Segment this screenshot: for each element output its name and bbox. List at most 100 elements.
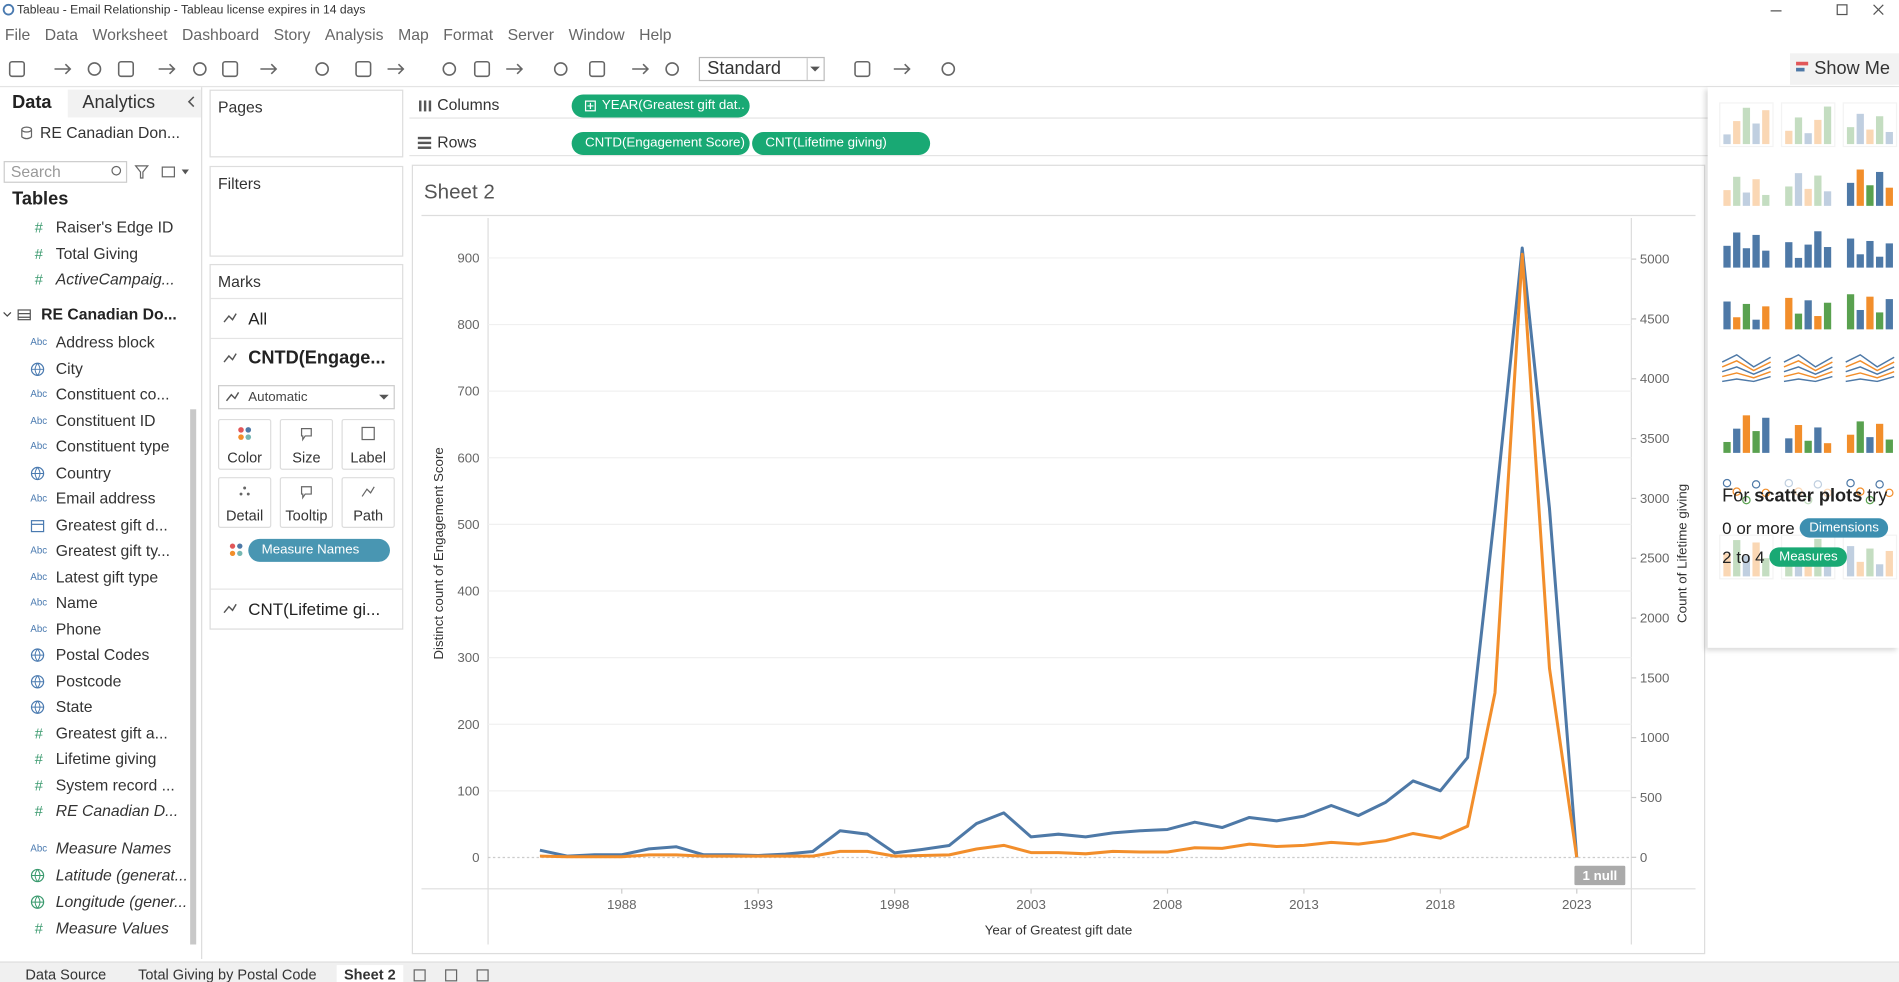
mark-property-button[interactable] — [217, 418, 272, 470]
field-name[interactable]: Constituent type — [55, 437, 170, 456]
chart-type-thumbnail[interactable] — [1843, 473, 1897, 518]
field-name[interactable]: Name — [55, 593, 98, 612]
data-tab[interactable]: Data — [0, 89, 68, 118]
field-name[interactable]: Measure Names — [55, 839, 172, 858]
field-name[interactable]: Latest gift type — [55, 567, 159, 586]
new-sheet-button[interactable] — [413, 969, 426, 982]
new-sheet-button[interactable] — [445, 969, 458, 982]
toolbar-button[interactable] — [442, 62, 457, 76]
field-name[interactable]: Measure Values — [55, 919, 169, 938]
field-name[interactable]: Postcode — [55, 671, 122, 690]
field-name[interactable]: Greatest gift ty... — [55, 541, 171, 560]
analytics-tab[interactable]: Analytics — [67, 89, 202, 118]
mark-property-button[interactable] — [279, 418, 334, 470]
toolbar-button[interactable] — [893, 63, 911, 75]
close-button[interactable] — [1873, 4, 1884, 15]
field-name[interactable]: State — [55, 697, 93, 716]
marks-layer[interactable]: All — [248, 308, 268, 329]
field-name[interactable]: City — [55, 359, 83, 378]
toolbar-button[interactable] — [941, 62, 956, 76]
field-name[interactable]: Phone — [55, 619, 102, 638]
chart-type-thumbnail[interactable] — [1719, 102, 1774, 148]
collapse-arrow[interactable] — [187, 96, 195, 108]
toolbar-button[interactable] — [632, 63, 650, 75]
toolbar-button[interactable] — [589, 60, 606, 78]
chart-type-thumbnail[interactable] — [1780, 102, 1836, 148]
toolbar-button[interactable] — [387, 63, 405, 75]
toolbar-button[interactable] — [260, 63, 278, 75]
menu-item[interactable]: Worksheet — [92, 25, 168, 44]
toolbar-button[interactable] — [117, 60, 135, 78]
chart-type-thumbnail[interactable] — [1843, 411, 1897, 456]
show-me-button[interactable]: Show Me — [1790, 53, 1899, 85]
chart-type-thumbnail[interactable] — [1842, 534, 1898, 580]
new-sheet-button[interactable] — [476, 969, 489, 982]
toolbar-button[interactable] — [854, 60, 871, 78]
measure-names-pill[interactable]: Measure Names — [248, 538, 390, 562]
field-name[interactable]: RE Canadian D... — [55, 801, 179, 820]
field-name[interactable]: Address block — [55, 332, 155, 352]
field-name[interactable]: Total Giving — [55, 243, 138, 263]
chart-type-thumbnail[interactable] — [1719, 288, 1774, 332]
toolbar-button[interactable] — [8, 60, 26, 78]
filter-icon[interactable] — [134, 165, 150, 179]
chart-type-thumbnail[interactable] — [1781, 164, 1835, 209]
marks-layer[interactable]: CNTD(Engage... — [248, 347, 386, 369]
chart-type-thumbnail[interactable] — [1843, 288, 1897, 332]
field-name[interactable]: Constituent co... — [55, 385, 170, 404]
chart-type-thumbnail[interactable] — [1781, 411, 1835, 456]
view-dropdown[interactable] — [181, 169, 189, 175]
field-pill[interactable]: CNT(Lifetime giving) — [752, 131, 931, 155]
mark-property-button[interactable] — [341, 418, 395, 470]
menu-item[interactable]: Format — [443, 25, 494, 44]
datasource-name[interactable]: RE Canadian Don... — [39, 123, 180, 142]
menu-item[interactable]: Analysis — [324, 25, 384, 44]
menu-item[interactable]: Server — [507, 25, 555, 44]
field-name[interactable]: Raiser's Edge ID — [55, 217, 174, 237]
fit-dropdown[interactable]: Standard — [698, 56, 825, 82]
toolbar-button[interactable] — [315, 62, 329, 76]
chart-type-thumbnail[interactable] — [1781, 226, 1835, 271]
marks-layer[interactable]: CNT(Lifetime gi... — [248, 599, 381, 619]
field-pill[interactable]: YEAR(Greatest gift dat.. — [571, 94, 750, 118]
menu-item[interactable]: File — [4, 25, 31, 44]
toolbar-button[interactable] — [553, 62, 568, 76]
chart-type-thumbnail[interactable] — [1719, 473, 1774, 518]
menu-item[interactable]: Story — [273, 25, 311, 44]
field-name[interactable]: Greatest gift a... — [55, 723, 168, 742]
chart-type-thumbnail[interactable] — [1781, 349, 1835, 394]
field-name[interactable]: Greatest gift d... — [55, 515, 168, 534]
toolbar-button[interactable] — [222, 60, 239, 78]
toolbar-button[interactable] — [158, 63, 176, 75]
chart-type-thumbnail[interactable] — [1781, 288, 1835, 332]
menu-item[interactable]: Dashboard — [182, 25, 260, 44]
toolbar-button[interactable] — [355, 60, 372, 78]
menu-item[interactable]: Help — [639, 25, 672, 44]
table-name[interactable]: RE Canadian Do... — [41, 304, 177, 323]
toolbar-button[interactable] — [192, 62, 207, 76]
sheet-tab[interactable]: Total Giving by Postal Code — [138, 966, 317, 982]
chevron[interactable] — [3, 311, 12, 317]
mark-property-button[interactable] — [341, 477, 395, 528]
toolbar-button[interactable] — [665, 62, 680, 76]
chart-type-thumbnail[interactable] — [1843, 164, 1897, 209]
field-name[interactable]: Email address — [55, 489, 156, 508]
field-name[interactable]: Postal Codes — [55, 645, 150, 664]
toolbar-button[interactable] — [473, 60, 491, 78]
chart-type-thumbnail[interactable] — [1781, 473, 1835, 518]
null-indicator[interactable] — [1574, 865, 1626, 886]
chart-type-thumbnail[interactable] — [1719, 411, 1774, 456]
restore-button[interactable] — [1836, 4, 1848, 16]
sheet-tab[interactable]: Sheet 2 — [336, 965, 403, 982]
field-name[interactable]: Lifetime giving — [55, 749, 157, 768]
field-name[interactable]: ActiveCampaig... — [55, 270, 175, 289]
mark-type-dropdown[interactable]: Automatic — [217, 385, 395, 410]
mark-property-button[interactable] — [217, 477, 272, 528]
field-name[interactable]: Country — [55, 463, 111, 482]
field-name[interactable]: Constituent ID — [55, 411, 156, 430]
sheet-tab[interactable]: Data Source — [25, 966, 107, 982]
toolbar-button[interactable] — [54, 63, 72, 75]
menu-item[interactable]: Window — [568, 25, 625, 44]
view-icon[interactable] — [161, 166, 176, 178]
search-box[interactable]: Search — [3, 161, 128, 183]
